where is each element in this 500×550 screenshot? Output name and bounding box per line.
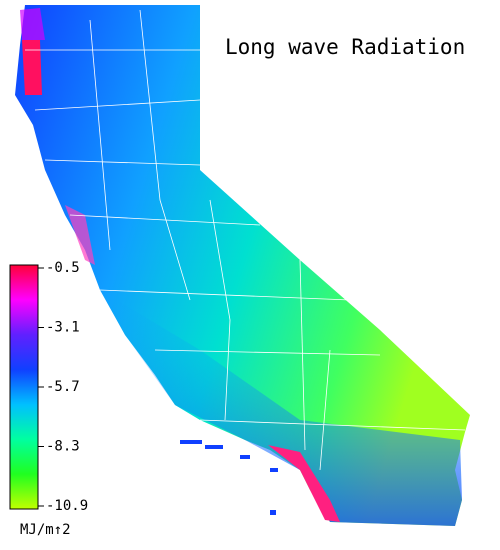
bay-coast — [65, 205, 95, 265]
colorbar-tick-label: -0.5 — [46, 260, 80, 276]
colorbar-tick-label: -10.9 — [46, 498, 88, 514]
state-shape — [15, 5, 470, 526]
title: Long wave Radiation — [225, 35, 465, 59]
county-lines — [25, 9, 466, 471]
colorbar-unit: MJ/m↑2 — [20, 522, 71, 538]
colorbar-tick-label: -8.3 — [46, 439, 80, 455]
california — [15, 5, 470, 526]
north-coast-magenta — [20, 8, 45, 40]
colorbar-tick-label: -5.7 — [46, 379, 80, 395]
north-coast-high — [22, 40, 42, 95]
islands — [180, 440, 278, 515]
colorbar — [9, 264, 39, 510]
south-coast-high — [268, 445, 340, 522]
south-shade — [100, 290, 462, 526]
colorbar-tick-label: -3.1 — [46, 320, 80, 336]
